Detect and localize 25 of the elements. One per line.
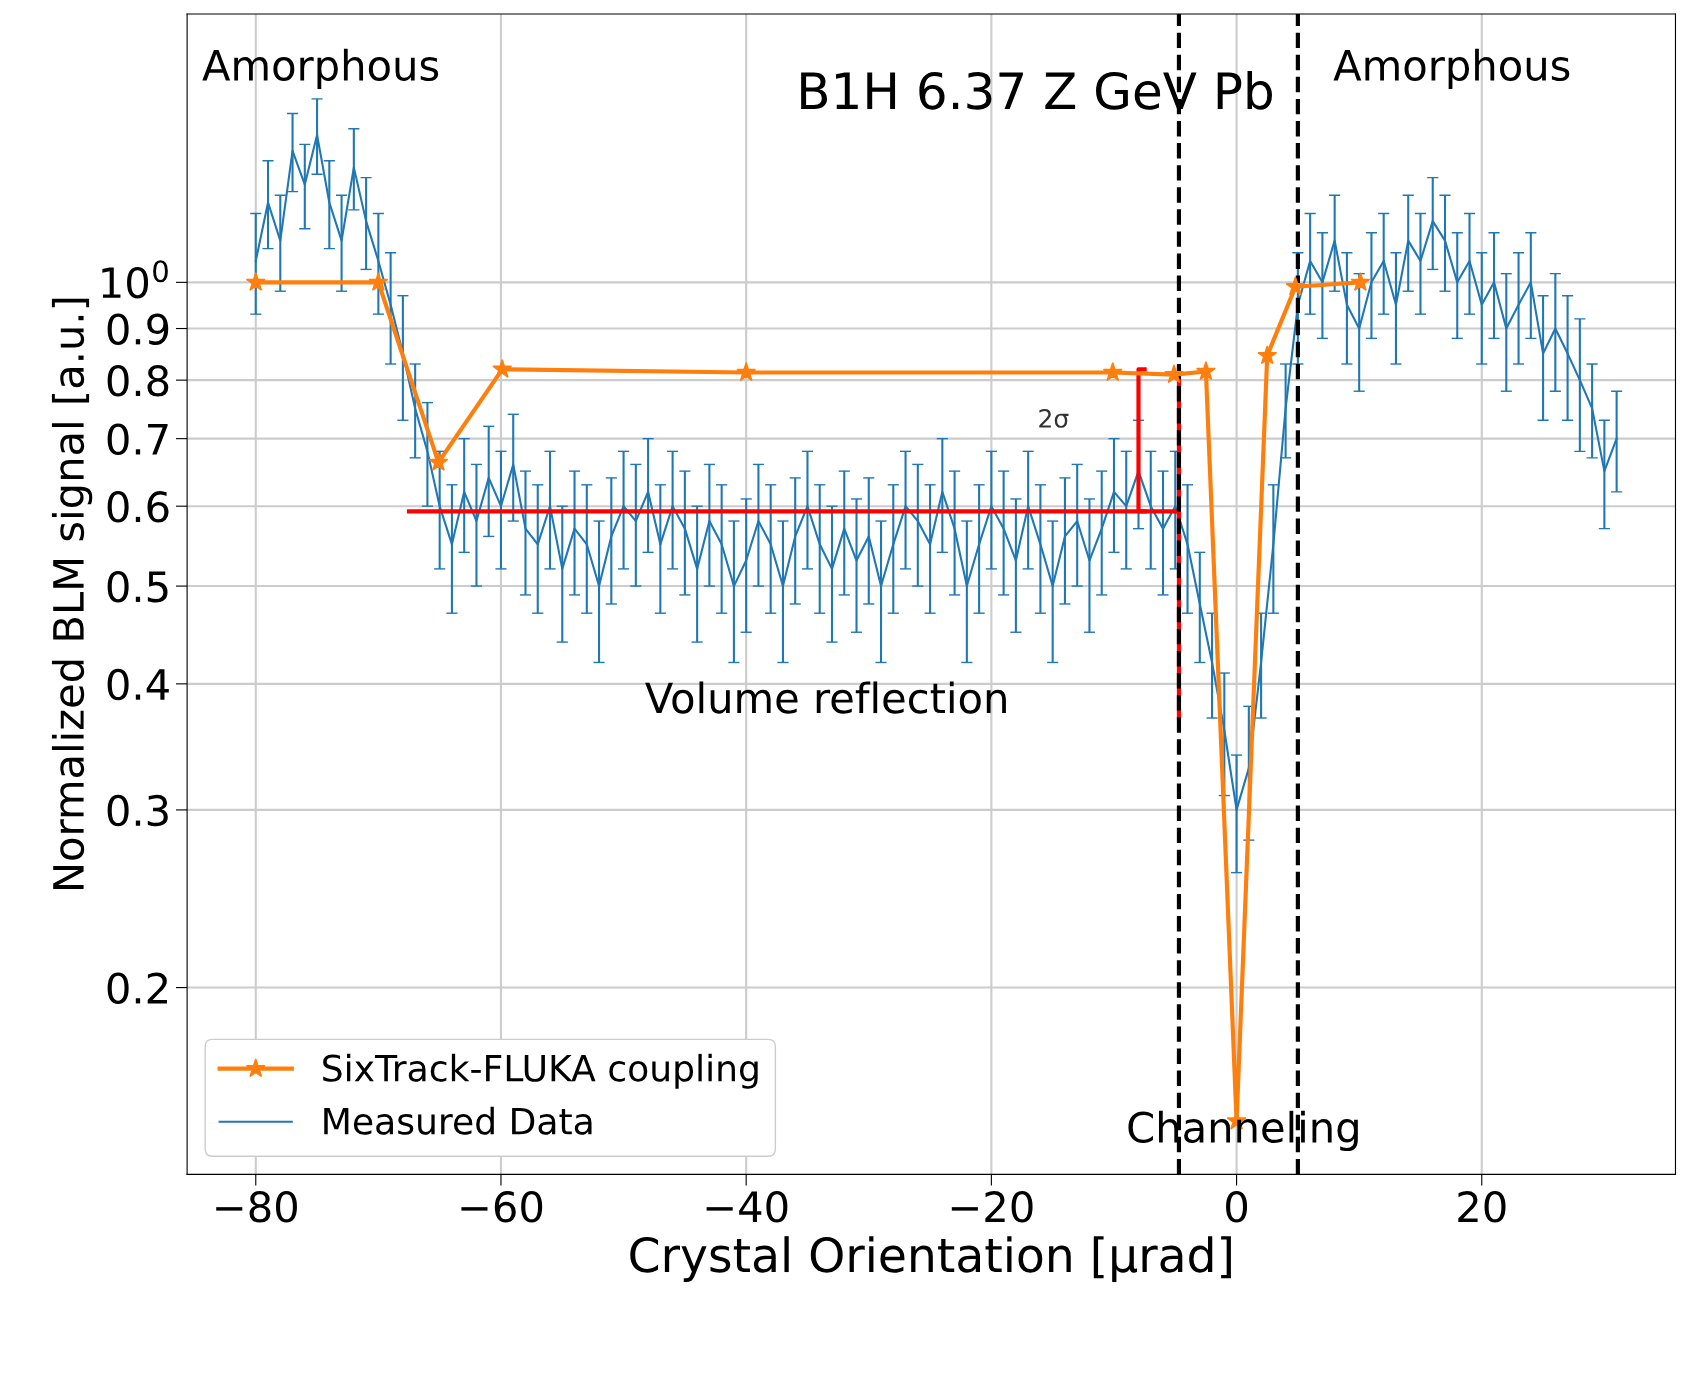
annotation: Channeling [1128,1110,1358,1152]
y-tick-label: 0.6 [107,491,169,523]
x-tick-label: 0 [1226,1191,1248,1223]
y-tick-label: 10$^{0}$ [102,260,168,299]
y-axis-title: Normalized BLM signal [a.u.] [51,298,93,890]
y-tick-label: 0.4 [107,668,169,701]
y-tick-label: 0.3 [107,794,168,827]
legend-label: Measured Data [324,1106,592,1135]
annotation: 2σ [1039,408,1069,428]
y-tick-label: 0.7 [107,423,168,456]
y-tick-label: 0.5 [107,570,168,603]
annotation: Amorphous [202,48,439,90]
legend-label: SixTrack-FLUKA coupling [323,1053,758,1089]
annotation: Amorphous [1333,48,1570,90]
y-tick-label: 0.2 [107,972,167,1004]
x-axis-title: Crystal Orientation [μrad] [630,1236,1231,1282]
x-tick-label: −40 [706,1191,788,1223]
y-tick-label: 0.9 [107,313,169,345]
text: B1H 6.37 Z GeV Pb [801,71,1272,110]
x-tick-label: −20 [951,1191,1033,1223]
x-tick-label: 20 [1458,1191,1506,1223]
x-tick-label: −80 [216,1191,297,1223]
annotation: Volume reflection [645,681,1006,714]
x-tick-label: −60 [461,1191,543,1223]
y-tick-label: 0.8 [107,365,169,397]
